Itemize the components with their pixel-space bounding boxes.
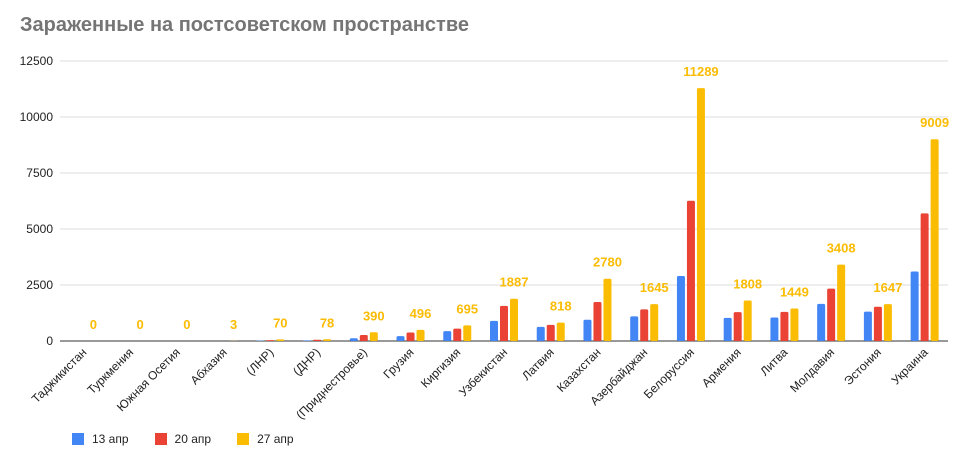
data-label-17: 1647 <box>873 280 902 295</box>
data-label-2: 0 <box>183 317 190 332</box>
data-label-4: 70 <box>273 315 287 330</box>
y-tick-label-2: 5000 <box>26 222 53 236</box>
bar-s2-8 <box>463 325 472 341</box>
bar-s2-7 <box>416 329 425 341</box>
bar-s1-10 <box>546 324 555 341</box>
bar-s1-11 <box>593 302 602 341</box>
x-tick-label-17: Эстония <box>841 345 884 388</box>
bar-s0-18 <box>910 271 919 341</box>
bar-s2-6 <box>369 332 378 341</box>
bar-s1-8 <box>453 328 462 341</box>
bar-s1-7 <box>406 332 415 341</box>
bar-s2-16 <box>837 264 846 341</box>
data-label-16: 3408 <box>827 241 856 256</box>
x-tick-label-15: Литва <box>757 345 790 378</box>
bar-s2-9 <box>510 298 518 341</box>
bar-s0-5 <box>303 340 312 341</box>
x-tick-label-0: Таджикистан <box>29 345 90 406</box>
x-tick-label-4: (ЛНР) <box>244 345 277 378</box>
bar-s1-14 <box>733 312 742 341</box>
data-label-0: 0 <box>90 317 97 332</box>
x-tick-label-8: Киргизия <box>418 345 463 390</box>
bar-s0-15 <box>770 317 779 341</box>
data-label-13: 11289 <box>683 64 718 79</box>
y-tick-label-4: 10000 <box>20 110 54 124</box>
bar-s1-16 <box>827 288 836 341</box>
bar-s1-18 <box>920 213 929 341</box>
legend-label-2: 27 апр <box>257 432 294 446</box>
bar-s1-6 <box>359 334 368 341</box>
bar-s0-7 <box>396 336 405 341</box>
bar-s2-12 <box>650 304 659 341</box>
bar-s0-14 <box>723 317 732 341</box>
bar-s2-11 <box>603 278 612 341</box>
bar-s2-5 <box>323 339 332 341</box>
bar-s0-6 <box>349 338 358 341</box>
bar-s1-4 <box>266 340 275 341</box>
bar-s2-15 <box>790 308 799 341</box>
data-label-10: 818 <box>550 299 572 314</box>
data-label-8: 695 <box>456 301 478 316</box>
data-label-3: 3 <box>230 317 237 332</box>
data-label-9: 1887 <box>500 275 529 290</box>
bar-s0-11 <box>583 319 592 341</box>
x-tick-label-7: Грузия <box>381 345 417 381</box>
legend-label-1: 20 апр <box>174 432 212 446</box>
x-tick-label-13: Белоруссия <box>641 345 697 401</box>
legend-item-2[interactable]: 27 апр <box>237 432 294 446</box>
x-tick-label-10: Латвия <box>519 345 557 383</box>
x-tick-label-3: Абхазия <box>188 345 230 387</box>
legend-label-0: 13 апр <box>92 432 129 446</box>
bar-s1-12 <box>640 309 649 341</box>
bar-s0-8 <box>443 331 452 341</box>
bar-s1-15 <box>780 311 789 341</box>
bar-s1-17 <box>873 306 882 341</box>
legend-swatch-1 <box>154 433 167 445</box>
bar-s2-18 <box>930 139 939 341</box>
y-tick-label-0: 0 <box>46 334 53 348</box>
bar-s0-9 <box>490 320 498 341</box>
data-label-15: 1449 <box>780 285 809 300</box>
data-label-11: 2780 <box>593 255 622 270</box>
bar-s0-16 <box>817 303 826 341</box>
data-label-6: 390 <box>363 308 385 323</box>
legend-swatch-2 <box>237 433 250 445</box>
bar-s0-10 <box>536 326 545 341</box>
chart-title: Зараженные на постсоветском пространстве <box>20 14 469 36</box>
legend-swatch-0 <box>72 433 84 445</box>
y-tick-label-3: 7500 <box>26 166 53 180</box>
x-tick-label-18: Украина <box>889 345 931 387</box>
y-tick-label-5: 12500 <box>20 54 54 68</box>
bar-s2-13 <box>696 88 705 341</box>
data-label-5: 78 <box>320 315 334 330</box>
bar-s1-5 <box>313 339 322 341</box>
x-tick-label-11: Казахстан <box>554 345 604 395</box>
data-label-12: 1645 <box>640 280 669 295</box>
bar-s1-13 <box>686 200 695 341</box>
bar-s2-17 <box>883 304 892 341</box>
bar-s0-17 <box>863 311 872 341</box>
bar-s2-4 <box>276 339 285 341</box>
data-label-18: 9009 <box>920 115 949 130</box>
data-label-14: 1808 <box>733 277 762 292</box>
x-tick-label-16: Молдавия <box>787 345 837 395</box>
x-tick-label-9: Узбекистан <box>456 345 510 399</box>
x-tick-label-5: (ДНР) <box>290 345 323 378</box>
y-tick-label-1: 2500 <box>26 278 53 292</box>
legend: 13 апр 20 апр 27 апр <box>72 432 294 446</box>
data-label-1: 0 <box>136 317 143 332</box>
bar-s0-13 <box>676 276 685 341</box>
data-label-7: 496 <box>410 306 432 321</box>
bar-s0-12 <box>630 316 639 341</box>
bar-s1-9 <box>500 305 508 341</box>
legend-item-1[interactable]: 20 апр <box>154 432 212 446</box>
legend-item-0[interactable]: 13 апр <box>72 432 129 446</box>
bar-s2-10 <box>556 322 565 341</box>
x-tick-label-14: Армения <box>699 345 744 390</box>
bar-s2-14 <box>743 300 752 341</box>
